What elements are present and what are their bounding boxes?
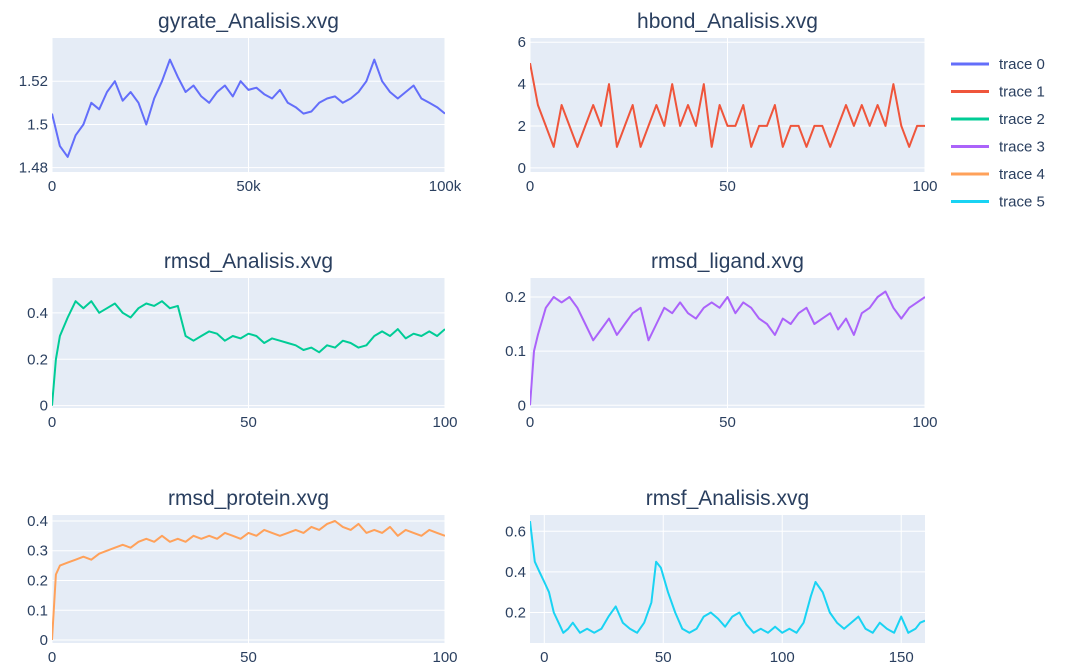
subplot-1: 0 50k 100k 1.48 1.5 1.52 gyrate_Analisis.xvg: [19, 10, 462, 195]
y-tick-label: 0.4: [505, 564, 526, 581]
subplot-title: rmsd_ligand.xvg: [651, 250, 804, 273]
legend-label: trace 2: [999, 111, 1045, 128]
y-tick-label: 0.1: [27, 602, 48, 619]
series-line-trace-3: [530, 290, 925, 406]
y-tick-label: 4: [518, 76, 526, 93]
legend-label: trace 4: [999, 166, 1045, 183]
y-tick-label: 0.3: [27, 543, 48, 560]
legend-item[interactable]: trace 3: [951, 139, 1045, 156]
x-tick-label: 50: [240, 649, 257, 666]
subplot-title: gyrate_Analisis.xvg: [158, 10, 339, 33]
y-tick-label: 0.4: [27, 305, 48, 322]
y-tick-label: 0.2: [27, 351, 48, 368]
series-line-trace-4: [52, 520, 445, 641]
y-tick-label: 0: [40, 632, 48, 649]
x-tick-label: 100: [912, 414, 937, 431]
x-tick-label: 100: [432, 649, 457, 666]
y-tick-label: 0.2: [505, 289, 526, 306]
x-tick-label: 50: [655, 649, 672, 666]
subplot-2: 0 50 100 0 2 4 6 hbond_Analisis.xvg: [518, 10, 938, 195]
y-tick-label: 0.4: [27, 513, 48, 530]
series-line-trace-0: [52, 58, 445, 158]
x-tick-label: 0: [48, 178, 56, 195]
legend-item[interactable]: trace 1: [951, 84, 1045, 101]
x-tick-label: 100: [432, 414, 457, 431]
x-tick-label: 50: [719, 414, 736, 431]
subplot-4: 0 50 100 0 0.1 0.2 rmsd_ligand.xvg: [505, 250, 937, 431]
legend-label: trace 3: [999, 139, 1045, 156]
x-tick-label: 0: [48, 414, 56, 431]
y-tick-label: 0: [40, 398, 48, 415]
legend: trace 0 trace 1 trace 2 trace 3 trace 4 trace…: [951, 56, 1045, 211]
y-tick-label: 0: [518, 160, 526, 177]
x-tick-label: 100: [770, 649, 795, 666]
subplot-3: 0 50 100 0 0.2 0.4 rmsd_Analisis.xvg: [27, 250, 457, 431]
subplot-6: 0 50 100 150 0.2 0.4 0.6 rmsf_Analisis.xvg: [505, 487, 925, 666]
legend-label: trace 5: [999, 194, 1045, 211]
series-line-trace-2: [52, 300, 445, 406]
y-tick-label: 1.48: [19, 160, 48, 177]
x-tick-label: 0: [540, 649, 548, 666]
subplot-title: hbond_Analisis.xvg: [637, 10, 818, 33]
subplot-title: rmsd_Analisis.xvg: [164, 250, 333, 273]
x-tick-label: 0: [48, 649, 56, 666]
y-tick-label: 0.6: [505, 523, 526, 540]
legend-item[interactable]: trace 2: [951, 111, 1045, 128]
x-tick-label: 150: [889, 649, 914, 666]
legend-item[interactable]: trace 5: [951, 194, 1045, 211]
legend-item[interactable]: trace 4: [951, 166, 1045, 183]
series-line-trace-5: [530, 520, 925, 634]
y-tick-label: 1.5: [27, 116, 48, 133]
y-tick-label: 2: [518, 118, 526, 135]
x-tick-label: 50k: [236, 178, 261, 195]
x-tick-label: 100k: [429, 178, 462, 195]
x-tick-label: 100: [912, 178, 937, 195]
subplot-title: rmsd_protein.xvg: [168, 487, 329, 510]
x-tick-label: 0: [526, 178, 534, 195]
legend-label: trace 1: [999, 84, 1045, 101]
y-tick-label: 0.2: [505, 605, 526, 622]
y-tick-label: 0.1: [505, 343, 526, 360]
x-tick-label: 50: [719, 178, 736, 195]
legend-item[interactable]: trace 0: [951, 56, 1045, 73]
y-tick-label: 6: [518, 34, 526, 51]
legend-label: trace 0: [999, 56, 1045, 73]
subplot-title: rmsf_Analisis.xvg: [646, 487, 809, 510]
subplot-5: 0 50 100 0 0.1 0.2 0.3 0.4 rmsd_protein.xvg: [27, 487, 457, 666]
series-line-trace-1: [530, 62, 925, 148]
x-tick-label: 0: [526, 414, 534, 431]
y-tick-label: 0.2: [27, 572, 48, 589]
y-tick-label: 1.52: [19, 73, 48, 90]
x-tick-label: 50: [240, 414, 257, 431]
y-tick-label: 0: [518, 397, 526, 414]
